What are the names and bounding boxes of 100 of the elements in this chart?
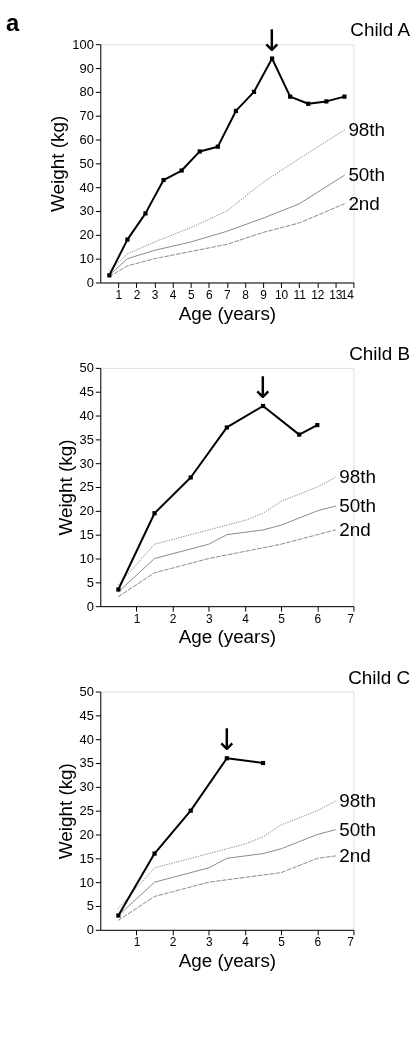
- x-tick-label: 7: [224, 287, 232, 302]
- y-tick-label: 90: [79, 60, 94, 76]
- point: [179, 168, 184, 173]
- point: [116, 913, 121, 918]
- x-tick-label: 5: [187, 287, 195, 302]
- x-tick-label: 4: [242, 935, 250, 950]
- series-label: 2nd: [348, 192, 380, 214]
- y-tick-label: 0: [86, 598, 94, 614]
- point: [197, 149, 202, 154]
- x-tick-label: 13: [329, 287, 343, 302]
- x-tick-label: 1: [133, 935, 141, 950]
- y-tick-label: 30: [79, 779, 94, 795]
- y-axis-title: Weight (kg): [54, 763, 76, 860]
- y-tick-label: 10: [79, 874, 94, 890]
- x-tick-label: 1: [115, 287, 123, 302]
- y-tick-label: 20: [79, 503, 94, 519]
- point: [116, 587, 121, 592]
- point: [324, 99, 329, 104]
- y-tick-label: 45: [79, 707, 94, 723]
- x-tick-label: 6: [314, 935, 322, 950]
- series-label: 50th: [339, 495, 377, 517]
- x-tick-label: 1: [133, 611, 141, 626]
- y-axis-title: Weight (kg): [47, 115, 69, 212]
- y-tick-label: 35: [79, 755, 94, 771]
- series-label: 50th: [348, 164, 386, 186]
- x-tick-label: 7: [347, 611, 355, 626]
- y-tick-label: 35: [79, 431, 94, 447]
- x-tick-label: 11: [293, 287, 307, 302]
- y-tick-label: 30: [79, 455, 94, 471]
- y-tick-label: 60: [79, 132, 94, 147]
- series-label: 98th: [339, 466, 377, 488]
- y-tick-label: 25: [79, 803, 94, 819]
- series-label: 98th: [339, 790, 377, 812]
- y-tick-label: 5: [86, 574, 94, 590]
- point: [152, 511, 157, 516]
- y-tick-label: 20: [79, 227, 94, 243]
- y-tick-label: 45: [79, 384, 94, 400]
- y-axis-title: Weight (kg): [54, 439, 76, 536]
- point: [188, 475, 193, 480]
- chart-title: Child A: [350, 19, 411, 41]
- series-label: 50th: [339, 818, 377, 840]
- line-series: [117, 800, 336, 909]
- x-tick-label: 6: [205, 287, 213, 302]
- line-series: [108, 129, 345, 272]
- x-tick-label: 2: [133, 287, 141, 302]
- y-tick-label: 50: [79, 360, 94, 376]
- point: [224, 425, 229, 430]
- annotation: ↓: [214, 722, 240, 758]
- x-tick-label: 14: [340, 287, 355, 302]
- point: [143, 211, 148, 216]
- line-series: [117, 476, 336, 586]
- chart-title: Child B: [349, 342, 411, 364]
- x-tick-label: 3: [205, 611, 213, 626]
- y-tick-label: 0: [86, 274, 94, 290]
- x-axis-title: Age (years): [178, 302, 277, 324]
- y-tick-label: 50: [79, 684, 94, 700]
- x-tick-label: 3: [151, 287, 159, 302]
- y-tick-label: 100: [72, 36, 94, 52]
- series-label: 98th: [348, 118, 386, 140]
- point: [269, 56, 275, 61]
- x-tick-label: 2: [169, 935, 177, 950]
- x-tick-label: 12: [311, 287, 325, 302]
- point: [152, 851, 157, 856]
- y-tick-label: 10: [79, 251, 94, 267]
- x-tick-label: 5: [278, 935, 286, 950]
- x-axis-title: Age (years): [178, 950, 277, 972]
- x-tick-label: 7: [347, 935, 355, 950]
- x-tick-label: 10: [274, 287, 289, 302]
- x-tick-label: 6: [314, 611, 322, 626]
- line-series: [117, 505, 336, 593]
- x-tick-label: 5: [278, 611, 286, 626]
- y-tick-label: 40: [79, 408, 94, 423]
- y-tick-label: 50: [79, 155, 94, 171]
- chart-title: Child C: [348, 666, 411, 688]
- text: a: [5, 9, 20, 37]
- x-tick-label: 2: [169, 611, 177, 626]
- series-label: 2nd: [339, 518, 371, 540]
- y-tick-label: 20: [79, 826, 94, 842]
- line-series: [117, 855, 336, 921]
- y-tick-label: 80: [79, 84, 94, 100]
- point: [161, 177, 166, 183]
- y-tick-label: 70: [79, 108, 94, 124]
- y-tick-label: 40: [79, 731, 94, 747]
- x-tick-label: 4: [242, 611, 250, 626]
- y-tick-label: 0: [86, 922, 94, 938]
- x-tick-label: 9: [260, 287, 268, 302]
- y-tick-label: 25: [79, 479, 94, 495]
- point: [342, 94, 347, 99]
- y-tick-label: 30: [79, 203, 94, 219]
- x-tick-label: 4: [169, 287, 177, 302]
- x-tick-label: 8: [242, 287, 250, 302]
- y-tick-label: 15: [79, 850, 94, 866]
- line-series: [117, 529, 336, 598]
- y-tick-label: 15: [79, 527, 94, 543]
- point: [297, 432, 302, 437]
- x-axis-title: Age (years): [178, 626, 277, 648]
- y-tick-label: 5: [86, 898, 94, 914]
- y-tick-label: 10: [79, 550, 94, 566]
- x-tick-label: 3: [205, 935, 213, 950]
- annotation: ↓: [259, 22, 285, 58]
